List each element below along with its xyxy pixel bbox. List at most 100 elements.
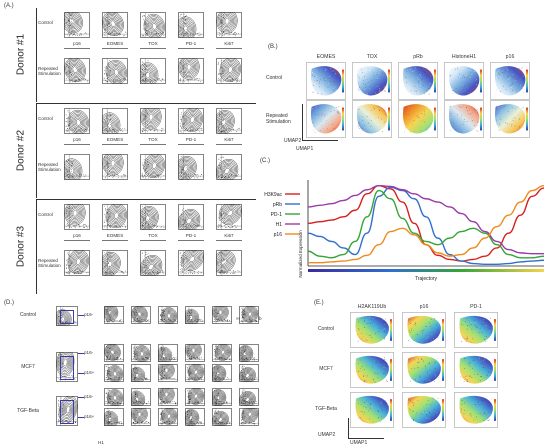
gate-box bbox=[60, 310, 74, 324]
flow-contour-plot bbox=[178, 58, 204, 84]
flow-contour-plot bbox=[102, 250, 128, 276]
umap-plot bbox=[402, 312, 446, 348]
umap-axis-line-x bbox=[302, 140, 338, 141]
marker-underline bbox=[178, 240, 204, 241]
panel-b: EOMES TOX pRb HistoneH1 p16 Control Repeated S… bbox=[260, 0, 550, 160]
row-label: Control bbox=[38, 212, 53, 217]
panel-c-label: (C.) bbox=[260, 158, 270, 164]
marker-underline bbox=[102, 48, 128, 49]
row-label: Repeated Stimulation bbox=[38, 258, 61, 268]
marker-underline bbox=[64, 48, 90, 49]
series-line-p16 bbox=[307, 184, 545, 264]
umap-column-label: HistoneH1 bbox=[451, 54, 477, 60]
flow-contour-plot bbox=[140, 154, 166, 180]
umap-column-label: PD-1 bbox=[470, 304, 482, 310]
series-line-h1 bbox=[307, 184, 544, 255]
flow-contour-plot bbox=[102, 12, 128, 38]
umap-column-label: EOMES bbox=[316, 54, 336, 60]
flow-contour-plot bbox=[158, 364, 178, 382]
marker-label: p16 bbox=[73, 137, 81, 142]
flow-contour-plot bbox=[102, 108, 128, 134]
umap-plot bbox=[454, 392, 498, 428]
donor-label: Donor #1 bbox=[15, 33, 27, 76]
flow-contour-plot bbox=[56, 306, 78, 326]
umap-plot bbox=[490, 100, 530, 138]
donor-divider bbox=[36, 200, 37, 294]
marker-label: p16 bbox=[73, 233, 81, 238]
umap-column-label: p16 bbox=[419, 304, 429, 310]
umap-axis-line-y bbox=[348, 418, 349, 438]
gate-connector bbox=[78, 353, 84, 354]
flow-contour-plot bbox=[64, 12, 90, 38]
gate-label: p16- bbox=[84, 394, 94, 399]
umap-column-label: H2AK119Ub bbox=[357, 304, 387, 310]
gate-connector bbox=[78, 397, 84, 398]
legend-label: PD-1 bbox=[271, 212, 283, 218]
gate-row-label: TGF-Beta bbox=[17, 408, 39, 414]
y-axis-label: Normalized Expression bbox=[298, 230, 303, 278]
flow-contour-plot bbox=[104, 306, 124, 324]
umap-axis-line-x bbox=[348, 438, 384, 439]
marker-underline bbox=[178, 144, 204, 145]
marker-underline bbox=[216, 144, 242, 145]
gate-box bbox=[60, 356, 74, 380]
gate-connector bbox=[78, 315, 84, 316]
gate-box bbox=[60, 400, 74, 424]
marker-label: TOX bbox=[148, 233, 158, 238]
umap-plot bbox=[402, 352, 446, 388]
flow-contour-plot bbox=[158, 388, 178, 406]
marker-label: p16 bbox=[73, 41, 81, 46]
flow-contour-plot bbox=[140, 250, 166, 276]
umap-plot bbox=[350, 352, 394, 388]
flow-contour-plot bbox=[185, 388, 205, 406]
gate-connector bbox=[78, 373, 84, 374]
gate-row-label: MCF7 bbox=[21, 364, 35, 370]
flow-contour-plot bbox=[64, 250, 90, 276]
flow-contour-plot bbox=[64, 58, 90, 84]
umap-column-label: p16 bbox=[505, 54, 515, 60]
flow-contour-plot bbox=[64, 154, 90, 180]
row-label: Repeated Stimulation bbox=[38, 162, 61, 172]
gate-label: p16- bbox=[84, 350, 94, 355]
flow-contour-plot bbox=[140, 12, 166, 38]
umap-column-label: TOX bbox=[366, 54, 378, 60]
flow-contour-plot bbox=[216, 12, 242, 38]
flow-contour-plot bbox=[131, 344, 151, 362]
flow-contour-plot bbox=[102, 154, 128, 180]
flow-contour-plot bbox=[158, 408, 178, 426]
flow-contour-plot bbox=[131, 306, 151, 324]
panel-e: H2AK119Ub p16 PD-1 Control MCF7 TGF-Beta UMAP2… bbox=[300, 300, 550, 448]
trajectory-chart: H3K9ac pRb PD-1 H1 p16 Normalized Expression T… bbox=[264, 180, 545, 282]
row-label: Control bbox=[38, 116, 53, 121]
marker-label: Ki67 bbox=[224, 233, 234, 238]
marker-underline bbox=[140, 48, 166, 49]
flow-contour-plot bbox=[212, 408, 232, 426]
marker-underline bbox=[102, 144, 128, 145]
umap-plot bbox=[398, 100, 438, 138]
donor-divider bbox=[36, 104, 37, 198]
umap-plot bbox=[306, 62, 346, 100]
flow-contour-plot bbox=[64, 108, 90, 134]
donor-divider bbox=[36, 8, 37, 102]
panel-b-label: (B.) bbox=[268, 44, 278, 50]
flow-contour-plot bbox=[178, 12, 204, 38]
flow-contour-plot bbox=[178, 108, 204, 134]
flow-contour-plot bbox=[178, 204, 204, 230]
marker-label: TOX bbox=[148, 137, 158, 142]
flow-contour-plot bbox=[185, 306, 205, 324]
marker-label: Ki67 bbox=[224, 137, 234, 142]
series-line-prb bbox=[307, 186, 545, 266]
umap-plot bbox=[444, 62, 484, 100]
flow-contour-plot bbox=[140, 108, 166, 134]
legend-label: H1 bbox=[276, 222, 283, 228]
marker-underline bbox=[216, 48, 242, 49]
umap-plot bbox=[398, 62, 438, 100]
flow-contour-plot bbox=[102, 58, 128, 84]
umap-row-label: Control bbox=[317, 326, 335, 332]
flow-contour-plot bbox=[239, 344, 259, 362]
flow-contour-plot bbox=[216, 108, 242, 134]
flow-contour-plot bbox=[158, 344, 178, 362]
x-axis-label: Trajectory bbox=[415, 276, 438, 282]
flow-contour-plot bbox=[216, 58, 242, 84]
umap-plot bbox=[490, 62, 530, 100]
